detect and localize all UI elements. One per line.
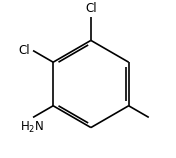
Text: Cl: Cl	[18, 44, 30, 57]
Text: Cl: Cl	[85, 2, 97, 15]
Text: H$_2$N: H$_2$N	[20, 120, 44, 135]
